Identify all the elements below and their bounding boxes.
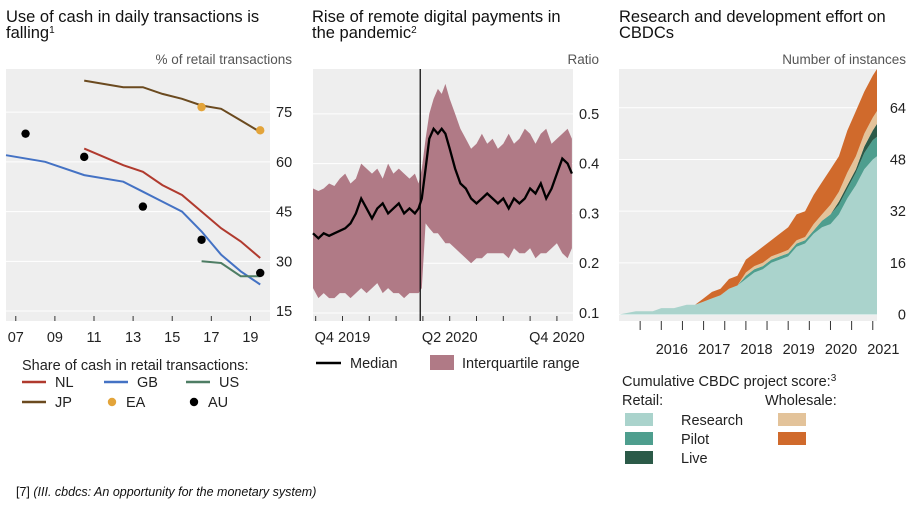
panel3-title: Research and development effort on [619, 8, 886, 26]
panel3-x-tick-label: 2016 [656, 342, 688, 358]
panel3-y-tick-label: 0 [898, 308, 906, 324]
interquartile-band [313, 83, 572, 299]
panel1-x-tick-label: 19 [242, 330, 258, 346]
stack-area-research [619, 156, 877, 315]
panel-cash-use: Use of cash in daily transactions is fal… [5, 8, 292, 411]
panel1-title: Use of cash in daily transactions is [6, 8, 259, 26]
panel2-x-tick-label: Q4 2019 [315, 330, 371, 346]
series-line-us [201, 260, 261, 278]
panel3-y-tick-label: 16 [890, 256, 906, 272]
legend-key-retail-live [625, 451, 653, 464]
panel1-x-ticks: 07 09 11 13 15 17 19 [8, 316, 259, 346]
point-au [197, 235, 206, 244]
panel1-unit-label: % of retail transactions [155, 52, 292, 67]
panel3-legend-title: Cumulative CBDC project score:3 [622, 373, 837, 391]
point-ea [197, 102, 206, 112]
panel2-title-line2: the pandemic2 [312, 24, 417, 42]
panel2-x-tick-label: Q4 2020 [529, 330, 585, 346]
panel1-x-tick-label: 09 [47, 330, 63, 346]
panel2-legend: Median Interquartile range [316, 355, 580, 372]
panel3-y-tick-label: 32 [890, 204, 906, 220]
panel3-legend: Research Pilot Live [625, 413, 806, 467]
legend-label-au: AU [208, 395, 228, 411]
legend-key-interquartile [430, 355, 454, 370]
panel1-y-tick-label: 45 [276, 205, 292, 221]
panel1-title-line2: falling1 [6, 24, 55, 42]
panel3-gridlines [619, 107, 877, 316]
point-ea [256, 126, 265, 135]
panel1-series [5, 79, 265, 286]
stack-area-wholesale-pilot [619, 69, 877, 315]
median-line [312, 126, 573, 240]
panel3-legend-wholesale-label: Wholesale: [765, 393, 837, 409]
panel3-x-tick-label: 2018 [740, 342, 772, 358]
legend-label-jp: JP [55, 395, 72, 411]
legend-key-retail-pilot [625, 432, 653, 445]
panel1-legend-title: Share of cash in retail transactions: [22, 358, 248, 374]
series-line-nl [83, 147, 261, 259]
legend-key-wholesale-research [778, 413, 806, 426]
panel2-y-tick-label: 0.5 [579, 107, 599, 123]
point-au [256, 268, 265, 278]
panel1-x-tick-label: 07 [8, 330, 24, 346]
panel2-title: Rise of remote digital payments in [312, 8, 561, 26]
panel3-x-tick-label: 2020 [825, 342, 857, 358]
panel1-legend: NL GB US JP EA AU [22, 375, 239, 411]
legend-label-live: Live [681, 451, 708, 467]
legend-key-wholesale-pilot [778, 432, 806, 445]
legend-label-research: Research [681, 413, 743, 429]
series-line-jp [84, 79, 261, 133]
panel2-y-tick-label: 0.3 [579, 206, 599, 222]
panel1-x-tick-label: 15 [164, 330, 180, 346]
panel1-y-tick-label: 60 [276, 155, 292, 171]
stack-area-pilot [619, 136, 877, 315]
legend-key-ea [107, 397, 117, 407]
panel2-x-ticks: Q4 2019 Q2 2020 Q4 2020 [315, 316, 585, 346]
panel2-x-tick-label: Q2 2020 [422, 330, 478, 346]
panel1-y-tick-label: 15 [276, 304, 292, 320]
panel3-title-line2: CBDCs [619, 24, 674, 42]
panel3-y-tick-label: 48 [890, 152, 906, 168]
legend-label-gb: GB [137, 375, 158, 391]
legend-label-pilot: Pilot [681, 432, 709, 448]
panel3-x-tick-label: 2021 [867, 342, 899, 358]
panel3-series [619, 69, 877, 315]
panel2-y-tick-label: 0.4 [579, 157, 599, 173]
panel1-x-tick-label: 13 [125, 330, 141, 346]
legend-label-us: US [219, 375, 239, 391]
panel1-x-tick-label: 11 [86, 330, 101, 346]
panel-remote-payments: Rise of remote digital payments in the p… [312, 8, 599, 372]
legend-label-median: Median [350, 356, 398, 372]
panel2-y-tick-label: 0.2 [579, 256, 599, 272]
legend-key-retail-research [625, 413, 653, 426]
panel2-y-tick-label: 0.1 [579, 306, 599, 322]
panel2-series [312, 69, 573, 321]
point-au [80, 152, 89, 162]
panel3-x-ticks: 2016 2017 2018 2019 2020 2021 [639, 321, 899, 358]
series-line-gb [5, 154, 261, 286]
panel3-y-tick-label: 64 [890, 101, 906, 117]
panel1-x-tick-label: 17 [203, 330, 219, 346]
source-caption: [7] (III. cbdcs: An opportunity for the … [16, 485, 316, 499]
panel2-unit-label: Ratio [567, 52, 599, 67]
panel1-y-tick-label: 75 [276, 105, 292, 121]
panel3-x-tick-label: 2017 [698, 342, 730, 358]
panel-cbdc-effort: Research and development effort on CBDCs… [619, 8, 906, 467]
panel1-y-tick-label: 30 [276, 254, 292, 270]
legend-label-ea: EA [126, 395, 146, 411]
legend-key-au [189, 397, 199, 407]
point-au [21, 129, 30, 138]
panel3-unit-label: Number of instances [782, 52, 906, 67]
panel2-y-ticks: 0.1 0.2 0.3 0.4 0.5 [579, 107, 599, 322]
legend-label-nl: NL [55, 375, 74, 391]
panel3-legend-retail-label: Retail: [622, 393, 663, 409]
panel1-y-ticks: 15 30 45 60 75 [276, 105, 292, 320]
stack-area-wholesale-research [619, 111, 877, 315]
panel3-y-ticks: 0 16 32 48 64 [890, 101, 906, 324]
legend-label-interquartile: Interquartile range [462, 356, 580, 372]
panel3-x-tick-label: 2019 [783, 342, 815, 358]
panel1-plot-area [6, 69, 270, 321]
point-au [138, 202, 148, 211]
